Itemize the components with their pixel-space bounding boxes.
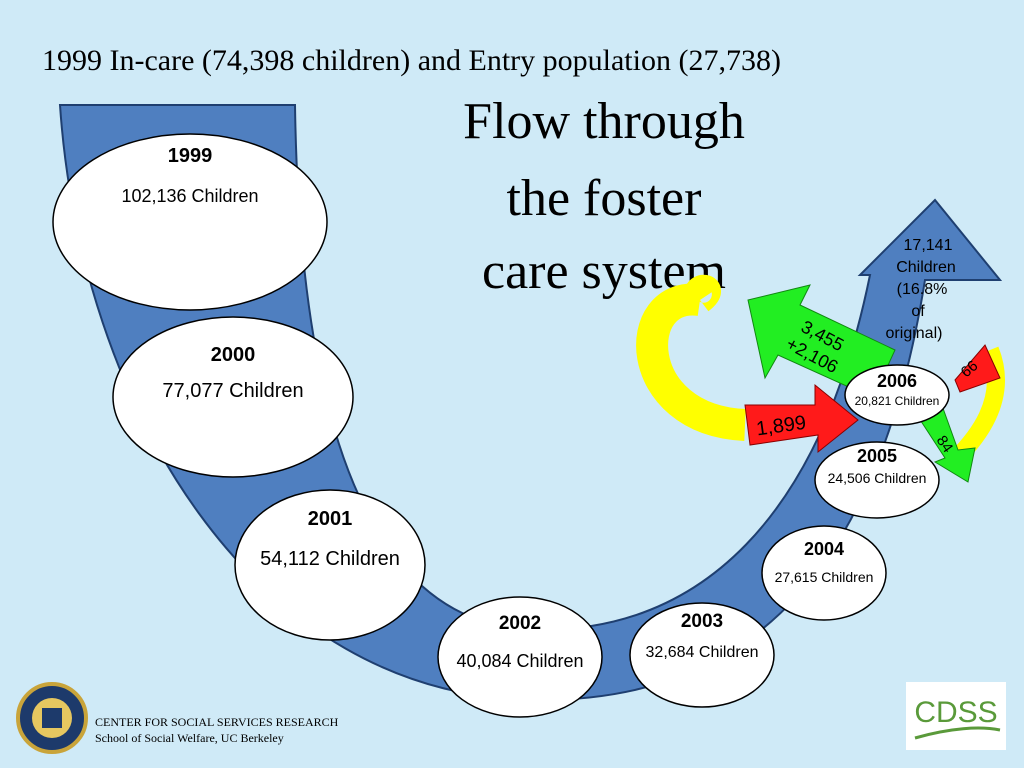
node-ellipse [52, 133, 328, 311]
logo: CDSS [914, 696, 997, 729]
logo-box [906, 682, 1006, 750]
node-ellipse [844, 364, 950, 426]
node-year: 2002 [499, 613, 541, 634]
entry-arrow [744, 383, 859, 454]
node-ellipse [234, 489, 426, 641]
seal [16, 682, 88, 754]
node-year: 2006 [877, 371, 917, 391]
footer-org: CENTER FOR SOCIAL SERVICES RESEARCH [95, 715, 339, 729]
node-label: 77,077 Children [162, 380, 303, 402]
node-year: 1999 [168, 145, 213, 167]
node-label: 32,684 Children [646, 644, 759, 661]
node-label: 102,136 Children [121, 186, 258, 206]
exit-label: 17,141 Children (16.8% of original) [886, 237, 956, 342]
node-year: 2005 [857, 446, 897, 466]
node-year: 2001 [308, 508, 353, 530]
header-title: 1999 In-care (74,398 children) and Entry… [42, 44, 781, 77]
node-ellipse [437, 596, 603, 718]
footer-school: School of Social Welfare, UC Berkeley [95, 731, 284, 745]
node-label: 40,084 Children [456, 651, 583, 671]
arrow-label: Children [896, 259, 956, 276]
main-title-line: Flow through [463, 93, 745, 150]
node-label: 54,112 Children [260, 548, 400, 570]
node-year: 2003 [681, 611, 723, 632]
node-label: 20,821 Children [855, 394, 940, 408]
node-label: 24,506 Children [828, 470, 927, 486]
arrow-label: of [911, 303, 925, 320]
loop [636, 283, 747, 441]
node-ellipse [112, 316, 354, 478]
node-label: 27,615 Children [775, 569, 874, 585]
nodes: 1999 102,136 Children 2000 77,077 Children 2… [52, 133, 950, 718]
arrow-label: 84 [933, 433, 956, 456]
loop [684, 274, 721, 312]
small-red-arrow [954, 344, 1001, 393]
node-ellipse [814, 441, 940, 519]
logo-swoosh [914, 726, 1001, 740]
main-title-line: the foster [507, 170, 702, 227]
node-ellipse [629, 602, 775, 708]
arrow-label: 17,141 [904, 237, 953, 254]
node-year: 2000 [211, 344, 256, 366]
node-year: 2004 [804, 539, 844, 559]
node-ellipse [761, 525, 887, 621]
arrow-label: (16.8% [897, 281, 948, 298]
arrow-label: original) [886, 325, 943, 342]
